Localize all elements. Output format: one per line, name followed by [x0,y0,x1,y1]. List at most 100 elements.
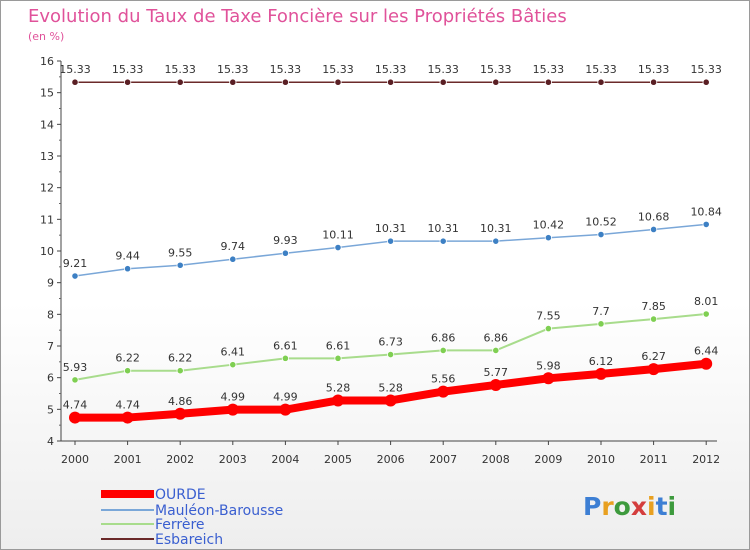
x-tick-label: 2004 [271,453,299,466]
data-point [489,378,502,391]
data-point [384,394,397,407]
data-point [71,376,79,384]
logo-letter: P [583,492,601,521]
data-point [229,361,237,369]
data-point [649,315,658,323]
data-label: 4.99 [221,391,246,404]
data-point [334,78,342,86]
data-label: 4.86 [168,395,193,408]
data-point [439,78,447,86]
series-ourde: 4.74 4.74 4.86 4.99 4.99 5.28 5.28 5.56 5.77 5.98… [63,345,718,424]
data-label: 5.93 [63,361,88,374]
data-label: 7.55 [536,310,561,323]
x-tick-label: 2000 [61,453,89,466]
legend-label: Ferrère [155,517,205,533]
x-tick-label: 2005 [324,453,352,466]
data-label: 6.22 [115,352,140,365]
y-tick-label: 9 [47,277,54,290]
data-label: 15.33 [375,63,407,76]
data-label: 10.52 [585,216,617,229]
x-tick-label: 2012 [692,453,720,466]
data-label: 10.84 [690,205,722,218]
data-label: 5.28 [378,381,403,394]
data-point [124,367,132,375]
y-tick-label: 16 [40,55,54,68]
data-point [544,78,553,86]
data-point [544,324,553,333]
data-point [492,237,500,245]
data-point [437,385,450,398]
data-label: 15.33 [427,63,459,76]
data-label: 6.86 [484,331,509,344]
data-label: 6.61 [326,339,351,352]
series-layer: 15.33 15.33 15.33 15.33 15.33 15.33 15.33 15.33… [59,63,722,424]
data-point [334,354,342,362]
x-tick-label: 2011 [640,453,668,466]
chart-subtitle: (en %) [28,30,64,43]
data-label: 6.12 [589,355,614,368]
data-point [386,78,395,86]
x-tick-label: 2007 [429,453,457,466]
data-label: 10.42 [533,219,565,232]
y-tick-label: 12 [40,182,54,195]
data-label: 15.33 [112,63,144,76]
data-point [281,249,289,257]
data-label: 15.33 [585,63,617,76]
data-label: 15.33 [217,63,249,76]
data-point [281,78,289,86]
logo-letter: i [668,492,677,521]
data-label: 15.33 [480,63,512,76]
data-point [386,350,395,359]
data-point [647,363,660,376]
data-point [176,367,184,375]
data-point [542,372,555,385]
data-label: 10.68 [638,210,670,223]
data-label: 10.11 [322,229,354,242]
logo-letter: o [614,492,631,521]
y-tick-label: 8 [47,308,54,321]
y-tick-label: 4 [47,435,54,448]
data-point [124,78,132,86]
legend-label: Esbareich [155,532,223,548]
data-label: 6.61 [273,339,298,352]
data-point [492,78,500,86]
data-label: 10.31 [375,222,407,235]
logo-letter: i [647,492,656,521]
y-tick-label: 6 [47,372,54,385]
data-point [279,403,292,416]
y-tick-label: 5 [47,403,54,416]
data-point [334,243,342,252]
data-label: 7.85 [641,300,666,313]
x-tick-label: 2010 [587,453,615,466]
data-point [439,237,447,245]
data-label: 10.31 [480,222,512,235]
logo-letter: t [656,492,668,521]
data-label: 15.33 [638,63,670,76]
data-point [702,220,710,228]
data-point [121,411,134,424]
data-point [332,394,344,407]
data-point [71,78,79,86]
data-point [702,78,710,86]
data-label: 9.93 [273,234,298,247]
data-point [386,237,395,245]
x-tick-label: 2003 [219,453,247,466]
data-label: 9.55 [168,246,193,259]
data-point [176,261,184,269]
data-label: 6.27 [641,350,666,363]
data-label: 9.44 [115,250,140,263]
y-tick-label: 7 [47,340,54,353]
data-point [492,346,500,355]
data-label: 6.22 [168,352,193,365]
y-tick-label: 11 [40,213,54,226]
data-point [71,272,79,280]
legend-label: Mauléon-Barousse [155,503,283,519]
data-point [702,310,710,318]
data-label: 5.77 [484,366,509,379]
data-label: 6.41 [221,346,246,359]
data-label: 5.98 [536,359,561,372]
data-label: 4.74 [115,399,140,412]
data-label: 6.86 [431,331,456,344]
